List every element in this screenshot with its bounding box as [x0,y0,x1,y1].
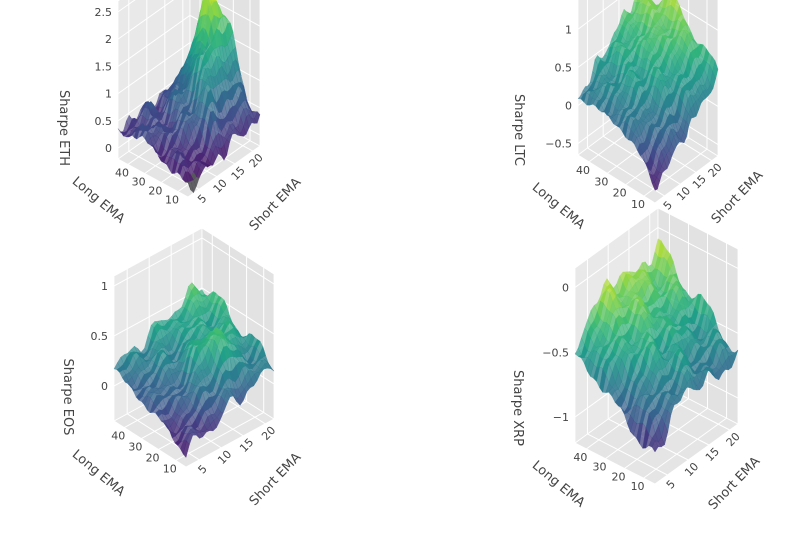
z-tick-label: −0.5 [542,346,569,359]
y-tick-label: 40 [111,430,125,443]
z-gridline [113,287,275,337]
x-gridline [586,259,668,476]
x-tick-label: 10 [674,184,693,203]
y-tick-label: 20 [146,451,160,464]
y-tick-label: 10 [631,198,645,211]
y-gridline [643,243,728,479]
y-tick-label: 20 [148,185,162,198]
z-tick-label: 0 [565,99,572,112]
y-tick-label: 30 [594,175,608,188]
z-axis-title: Sharpe EOS [60,359,75,436]
surface-cell [185,181,191,191]
x-tick-label: 20 [259,424,278,443]
x-tick-label: 15 [690,172,709,191]
z-tick-label: 0.5 [555,61,573,74]
z-gridline [117,14,261,67]
y-gridline [643,0,708,197]
z-gridline [113,237,275,287]
x-axis-title: Short EMA [247,175,305,234]
surface-mesh [117,0,261,194]
y-axis-title: Long EMA [529,458,588,511]
z-gridline [574,226,739,288]
x-tick-label: 5 [195,192,209,206]
x-axis-title: Short EMA [247,450,305,509]
x-axis-title: Short EMA [706,454,764,513]
x-tick-label: 10 [211,177,230,196]
x-tick-label: 5 [196,462,210,476]
x-gridline [586,0,665,197]
z-tick-label: 2.5 [95,6,113,19]
x-tick-label: 10 [682,460,701,479]
x-tick-label: 20 [724,430,743,449]
y-tick-label: 40 [115,166,129,179]
y-gridline [624,233,709,469]
y-tick-label: 20 [612,470,626,483]
z-axis-title: Sharpe XRP [510,370,525,446]
z-tick-label: 1 [565,23,572,36]
y-gridline [177,0,251,192]
x-gridline [128,0,200,190]
y-axis-title: Long EMA [529,180,588,233]
surface-mesh [574,238,739,453]
z-tick-label: 0 [562,281,569,294]
y-tick-label: 20 [613,187,627,200]
z-tick-label: 0.5 [91,330,109,343]
y-gridline [175,267,265,461]
z-tick-label: 1 [101,280,108,293]
z-axis-title: Sharpe LTC [511,94,526,166]
z-tick-label: 2 [105,33,112,46]
x-tick-label: 15 [229,164,248,183]
z-tick-label: 0.5 [95,115,113,128]
y-tick-label: 40 [573,451,587,464]
y-axis-title: Long EMA [69,447,128,500]
z-tick-label: 0 [105,142,112,155]
y-tick-label: 30 [132,175,146,188]
z-gridline [577,0,719,31]
surface-mesh [577,0,719,191]
x-tick-label: 20 [706,161,725,180]
z-tick-label: 1.5 [95,60,113,73]
surface-cell [651,181,658,191]
y-tick-label: 10 [165,194,179,207]
y-tick-label: 40 [576,164,590,177]
z-tick-label: 0 [101,380,108,393]
surface-mesh [113,282,275,458]
surface-cell [183,440,190,458]
z-tick-label: −0.5 [545,138,572,151]
z-tick-label: −1 [553,411,569,424]
y-gridline [605,223,689,460]
x-tick-label: 5 [664,478,678,492]
z-axis-title: Sharpe ETH [56,90,71,166]
x-gridline [126,268,200,461]
z-gridline [117,0,261,40]
x-tick-label: 15 [703,445,722,464]
surface-cell [651,440,659,453]
z-tick-label: 1 [105,88,112,101]
x-tick-label: 15 [237,436,256,455]
y-tick-label: 30 [592,461,606,474]
y-tick-label: 10 [163,462,177,475]
x-tick-label: 20 [247,151,266,170]
x-tick-label: 10 [215,448,234,467]
y-axis-title: Long EMA [69,174,128,227]
y-tick-label: 10 [631,480,645,493]
y-tick-label: 30 [128,441,142,454]
